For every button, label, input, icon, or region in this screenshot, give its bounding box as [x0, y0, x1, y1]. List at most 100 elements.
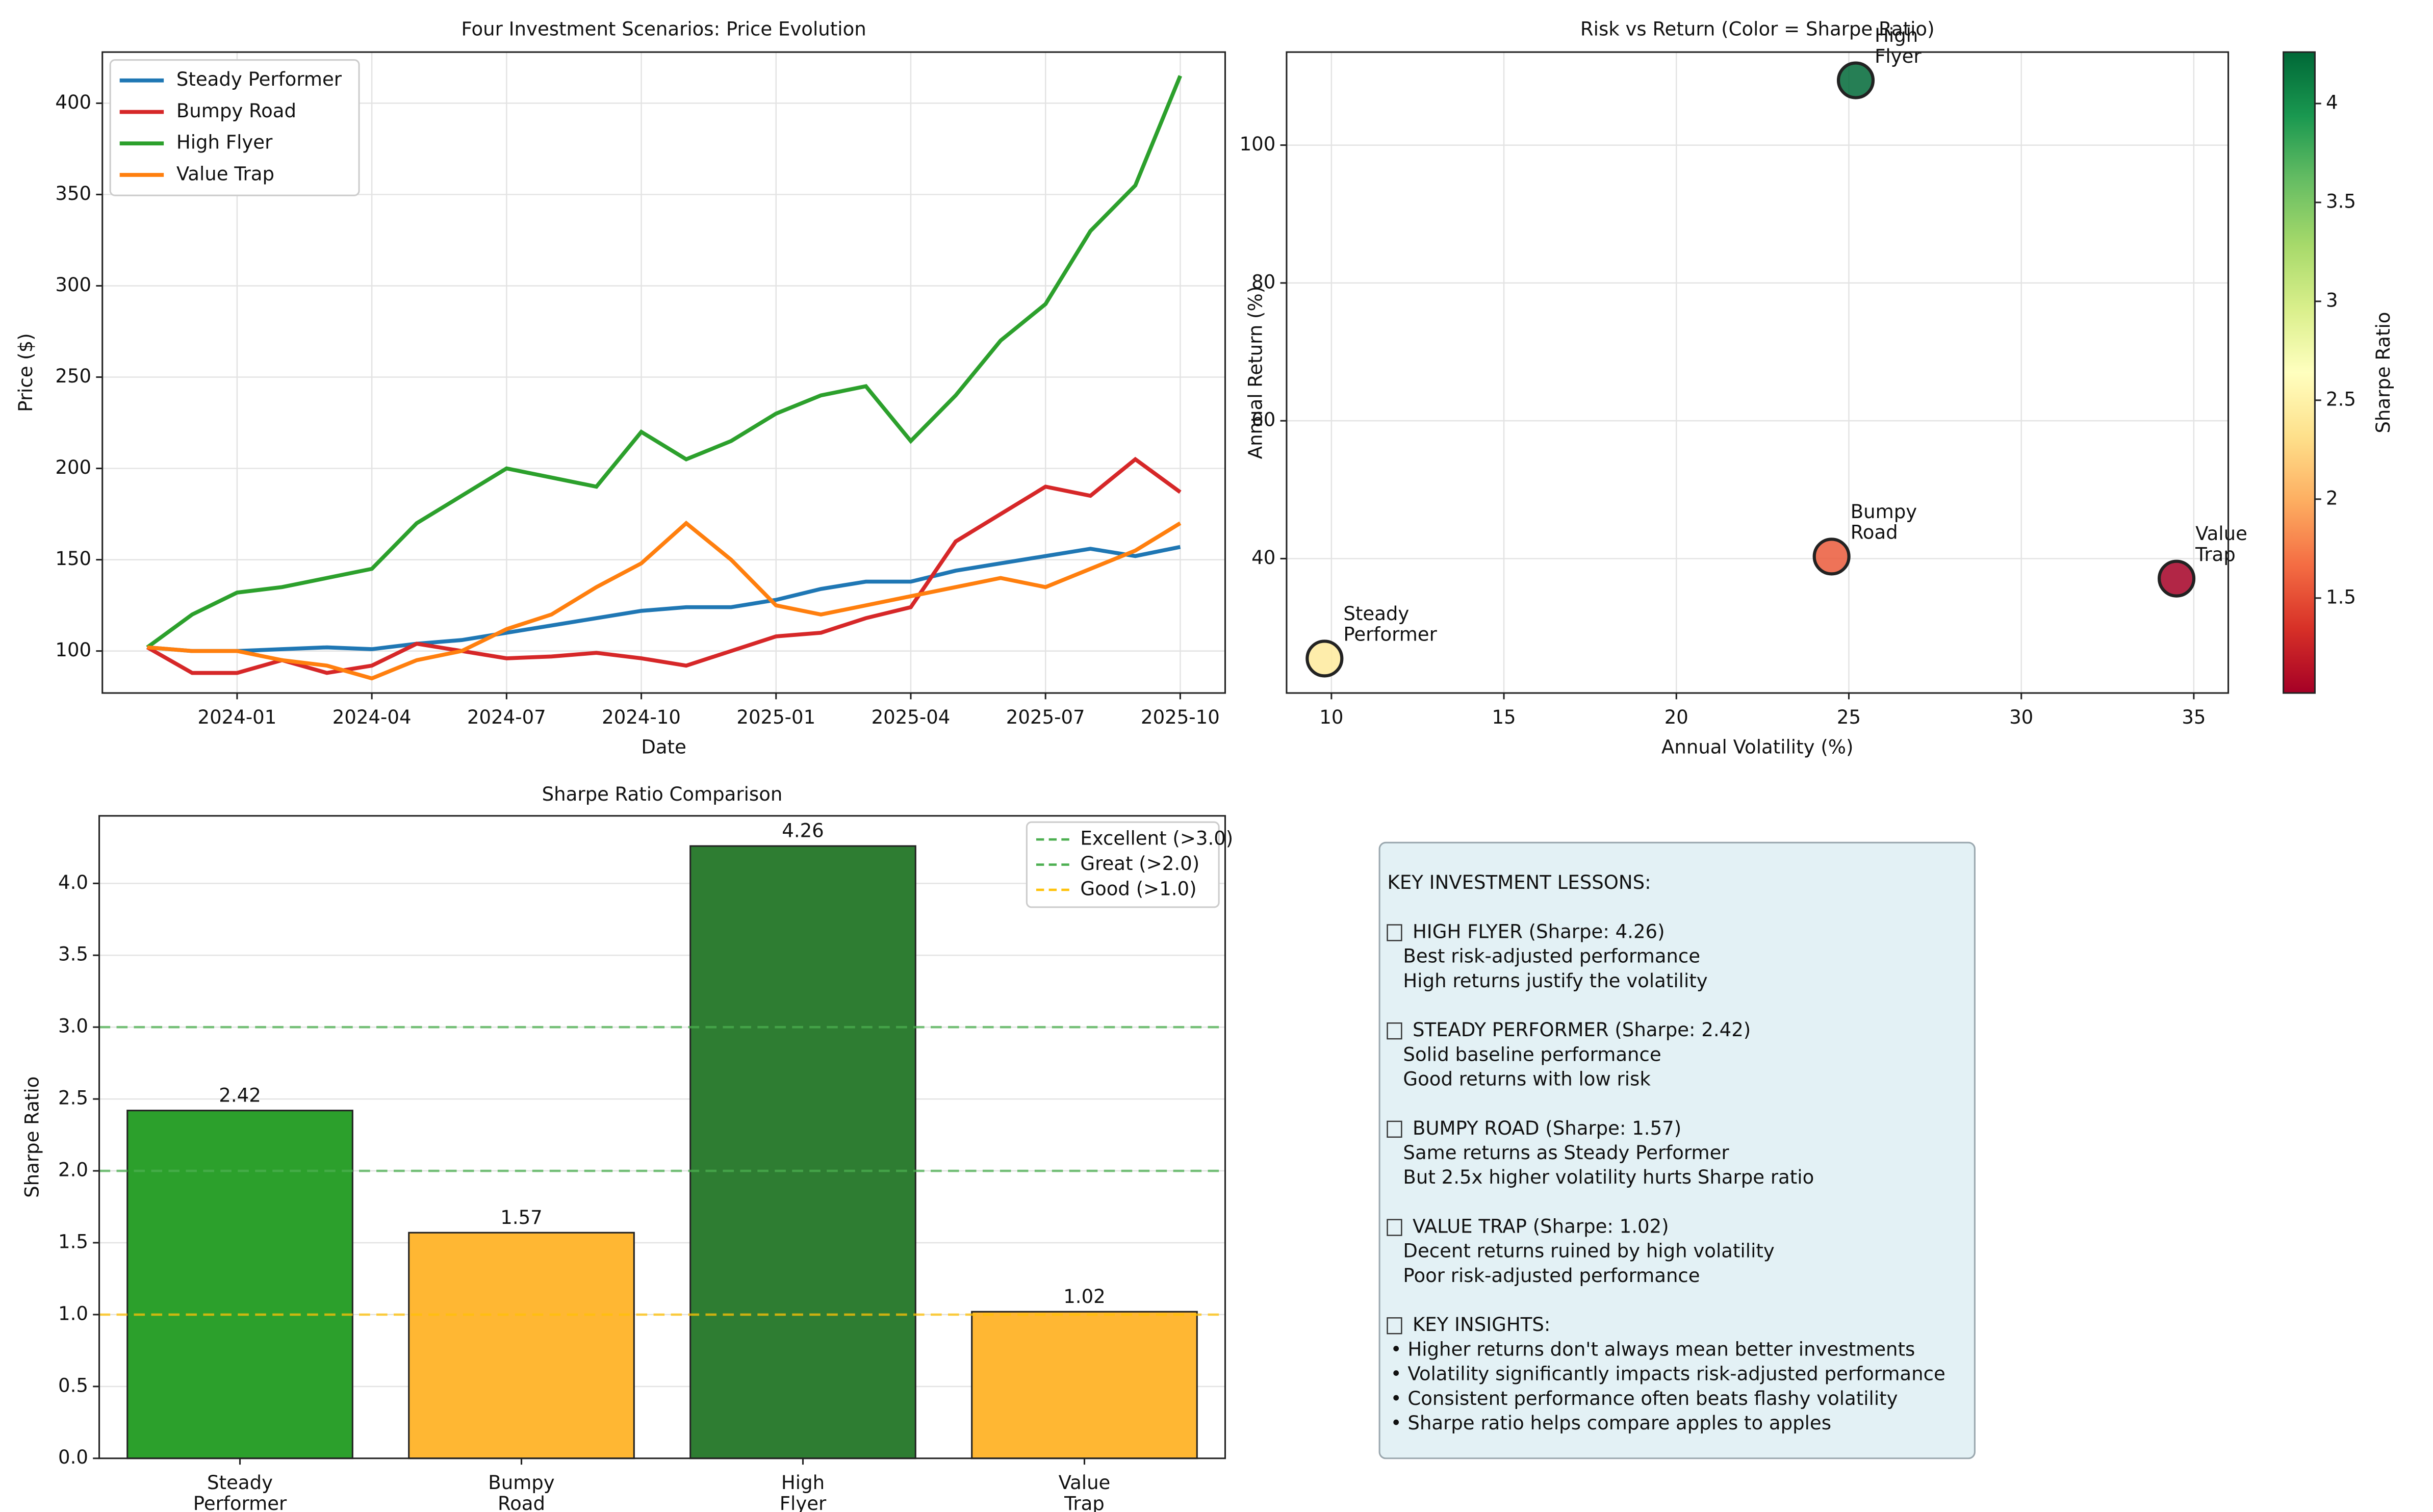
x-axis-label: Annual Volatility (%) [1661, 736, 1853, 758]
lesson-line: Good returns with low risk [1403, 1068, 1651, 1090]
legend-box [109, 59, 360, 196]
y-tick-label: 3.0 [58, 1015, 88, 1037]
x-tick-label: 20 [1664, 706, 1688, 728]
lesson-line: Decent returns ruined by high volatility [1403, 1240, 1774, 1262]
legend-label: Steady Performer [176, 68, 342, 90]
y-tick-label: 0.0 [58, 1446, 88, 1468]
heading-icon [1387, 924, 1402, 941]
x-tick-label: 2025-07 [1006, 706, 1085, 728]
colorbar-tick-label: 2.5 [2326, 388, 2356, 410]
point-label: Bumpy Road [1851, 500, 1917, 543]
point-label: High Flyer [1875, 24, 1922, 67]
price-line [147, 545, 1181, 653]
x-tick-label: 15 [1492, 706, 1516, 728]
point-label: Value Trap [2195, 523, 2247, 566]
lesson-line: But 2.5x higher volatility hurts Sharpe … [1403, 1166, 1814, 1188]
bar [126, 1110, 353, 1459]
y-tick-label: 150 [55, 548, 91, 570]
y-tick-label: 200 [55, 456, 91, 478]
lesson-heading: STEADY PERFORMER (Sharpe: 2.42) [1413, 1019, 1751, 1041]
x-tick-label: 2024-07 [467, 706, 546, 728]
x-tick-label: Steady Performer [193, 1472, 287, 1512]
legend-label: Bumpy Road [176, 100, 296, 122]
y-tick-label: 350 [55, 183, 91, 204]
point-label: Steady Performer [1343, 602, 1437, 645]
heading-icon [1387, 1022, 1402, 1040]
scenario-point [2158, 559, 2196, 598]
heading-icon [1387, 1219, 1402, 1236]
plot-frame [1286, 51, 2230, 694]
lesson-bullet: • Consistent performance often beats fla… [1391, 1388, 1898, 1410]
lesson-heading: HIGH FLYER (Sharpe: 4.26) [1413, 920, 1665, 942]
colorbar [2283, 51, 2316, 694]
legend-box [1026, 821, 1220, 908]
legend-label: High Flyer [176, 132, 273, 153]
x-tick-label: 35 [2182, 706, 2206, 728]
lesson-bullet: • Higher returns don't always mean bette… [1391, 1338, 1915, 1360]
x-tick-label: 2024-04 [332, 706, 412, 728]
lessons-box [1378, 841, 1976, 1459]
y-tick-label: 0.5 [58, 1374, 88, 1396]
bar-value-label: 1.02 [1063, 1286, 1106, 1308]
y-tick-label: 60 [1251, 409, 1275, 431]
x-tick-label: 10 [1319, 706, 1343, 728]
y-tick-label: 2.0 [58, 1159, 88, 1181]
lesson-heading: BUMPY ROAD (Sharpe: 1.57) [1413, 1117, 1681, 1139]
price-line [147, 520, 1182, 681]
colorbar-tick-label: 1.5 [2326, 586, 2356, 608]
legend-label: Great (>2.0) [1080, 853, 1199, 875]
legend-label: Good (>1.0) [1080, 878, 1196, 900]
x-axis-label: Date [641, 736, 686, 758]
x-tick-label: 2025-01 [736, 706, 815, 728]
lesson-line: Best risk-adjusted performance [1403, 945, 1700, 967]
x-tick-label: 2025-10 [1141, 706, 1220, 728]
y-tick-label: 400 [55, 91, 91, 113]
bar-value-label: 2.42 [219, 1084, 261, 1106]
y-axis-label: Annual Return (%) [1245, 286, 1267, 459]
lessons-title: KEY INVESTMENT LESSONS: [1388, 872, 1651, 893]
x-tick-label: 25 [1837, 706, 1861, 728]
y-tick-label: 3.5 [58, 943, 88, 965]
bar [408, 1232, 635, 1459]
y-tick-label: 4.0 [58, 872, 88, 893]
lesson-heading: VALUE TRAP (Sharpe: 1.02) [1413, 1216, 1669, 1238]
chart-title: Risk vs Return (Color = Sharpe Ratio) [1580, 18, 1935, 40]
lesson-line: High returns justify the volatility [1403, 970, 1707, 992]
y-axis-label: Price ($) [15, 333, 37, 412]
y-tick-label: 40 [1251, 547, 1275, 569]
lesson-line: Solid baseline performance [1403, 1043, 1661, 1065]
y-axis-label: Sharpe Ratio [21, 1077, 43, 1198]
lesson-heading: KEY INSIGHTS: [1413, 1314, 1550, 1336]
chart-title: Four Investment Scenarios: Price Evoluti… [461, 18, 866, 40]
x-tick-label: High Flyer [780, 1472, 827, 1512]
lesson-bullet: • Volatility significantly impacts risk-… [1391, 1363, 1945, 1385]
y-tick-label: 300 [55, 274, 91, 296]
price-line [146, 456, 1182, 675]
plot-frame [101, 51, 1226, 694]
x-tick-label: 2025-04 [872, 706, 951, 728]
legend-label: Value Trap [176, 163, 274, 185]
y-tick-label: 1.0 [58, 1302, 88, 1324]
colorbar-tick-label: 3.5 [2326, 190, 2356, 212]
scenario-point [1812, 537, 1851, 576]
x-tick-label: 2024-10 [602, 706, 681, 728]
chart-title: Sharpe Ratio Comparison [542, 783, 783, 805]
y-tick-label: 250 [55, 365, 91, 387]
bar-value-label: 4.26 [782, 820, 824, 842]
y-tick-label: 100 [55, 639, 91, 661]
y-tick-label: 2.5 [58, 1087, 88, 1109]
price-line [146, 75, 1182, 649]
scenario-point [1305, 639, 1344, 678]
colorbar-tick-label: 2 [2326, 487, 2338, 509]
legend-label: Excellent (>3.0) [1080, 828, 1233, 850]
heading-icon [1387, 1120, 1402, 1138]
scenario-point [1836, 61, 1875, 99]
plot-frame [98, 815, 1226, 1459]
colorbar-tick-label: 4 [2326, 92, 2338, 114]
y-tick-label: 100 [1240, 133, 1276, 155]
x-tick-label: Bumpy Road [488, 1472, 554, 1512]
heading-icon [1387, 1317, 1402, 1335]
bar-value-label: 1.57 [500, 1207, 542, 1228]
lesson-line: Same returns as Steady Performer [1403, 1142, 1729, 1164]
lesson-line: Poor risk-adjusted performance [1403, 1265, 1700, 1287]
